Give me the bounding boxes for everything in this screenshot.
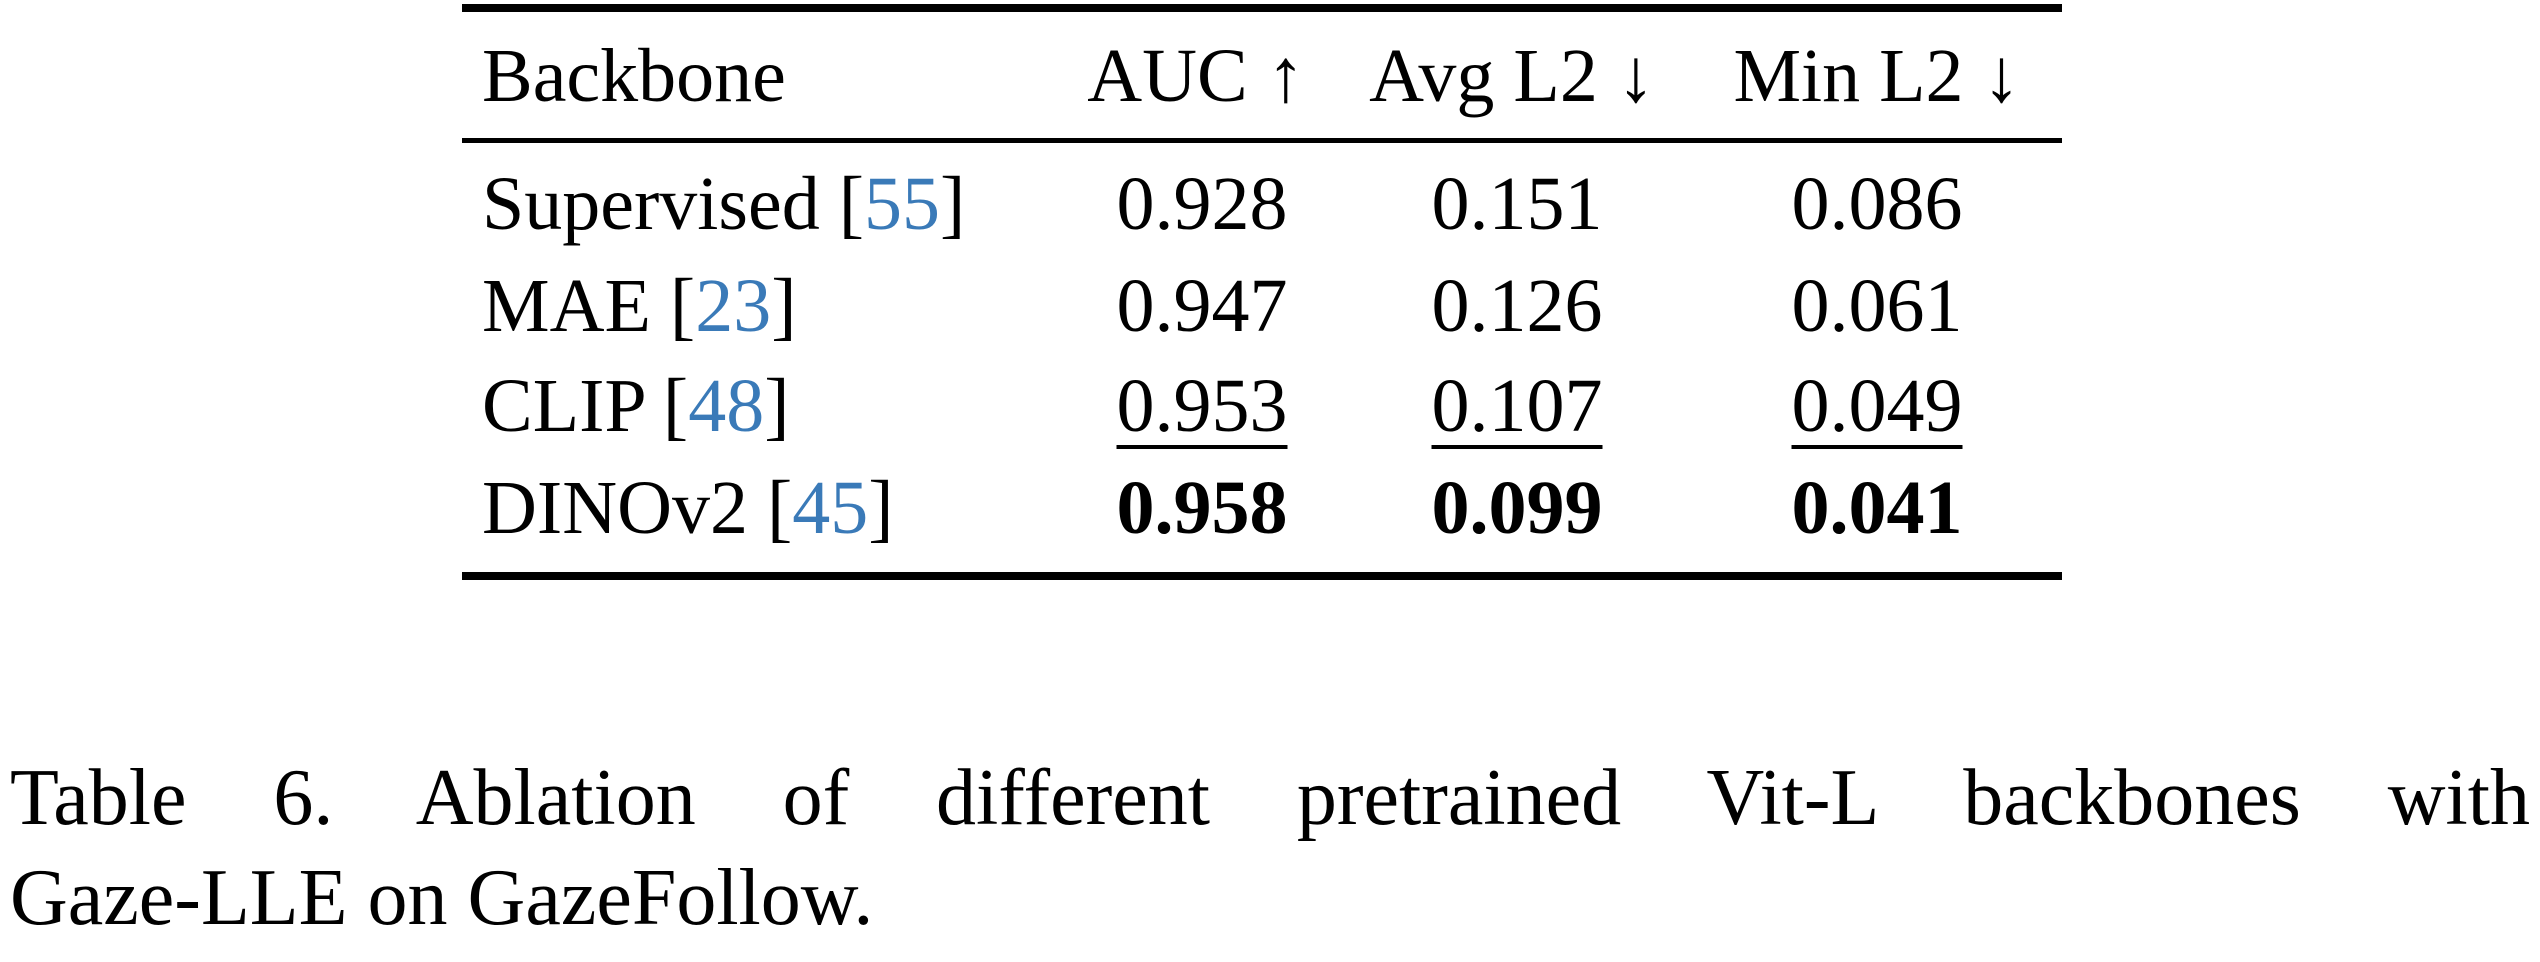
- backbone-cell: CLIP [48]: [482, 364, 790, 448]
- table-row: MAE [23] 0.947 0.126 0.061: [462, 256, 2062, 356]
- backbone-name: Supervised: [482, 162, 820, 246]
- header-min-l2: Min L2 ↓: [1733, 34, 2021, 118]
- citation-link[interactable]: 45: [792, 466, 869, 550]
- avg-l2-value: 0.151: [1431, 162, 1603, 246]
- min-l2-value: 0.086: [1791, 162, 1963, 246]
- backbone-name: DINOv2: [482, 466, 748, 550]
- backbone-name: CLIP: [482, 364, 644, 448]
- auc-value: 0.947: [1116, 264, 1288, 348]
- citation-link[interactable]: 55: [864, 162, 941, 246]
- min-l2-best-value: 0.041: [1791, 466, 1963, 550]
- table-row: Supervised [55] 0.928 0.151 0.086: [462, 154, 2062, 254]
- table-header-rule: [462, 138, 2062, 143]
- avg-l2-value: 0.126: [1431, 264, 1603, 348]
- backbone-cell: DINOv2 [45]: [482, 466, 894, 550]
- table-caption: Table 6. Ablation of different pretraine…: [10, 748, 2530, 948]
- table-row: DINOv2 [45] 0.958 0.099 0.041: [462, 458, 2062, 558]
- backbone-cell: MAE [23]: [482, 264, 797, 348]
- citation-link[interactable]: 48: [688, 364, 765, 448]
- citation-link[interactable]: 23: [695, 264, 772, 348]
- backbone-name: MAE: [482, 264, 651, 348]
- backbone-cell: Supervised [55]: [482, 162, 966, 246]
- avg-l2-best-value: 0.099: [1431, 466, 1603, 550]
- table-row: CLIP [48] 0.953 0.107 0.049: [462, 356, 2062, 456]
- header-avg-l2: Avg L2 ↓: [1369, 34, 1655, 118]
- header-backbone: Backbone: [482, 34, 786, 118]
- min-l2-value: 0.049: [1707, 356, 2047, 456]
- auc-best-value: 0.958: [1116, 466, 1288, 550]
- table-bottom-rule: [462, 572, 2062, 580]
- avg-l2-value: 0.107: [1352, 356, 1682, 456]
- caption-line-1: Table 6. Ablation of different pretraine…: [10, 754, 2530, 842]
- auc-second-best: 0.953: [1116, 364, 1288, 448]
- min-l2-value: 0.061: [1791, 264, 1963, 348]
- auc-value: 0.953: [1072, 356, 1332, 456]
- table-header-row: Backbone AUC ↑ Avg L2 ↓ Min L2 ↓: [462, 26, 2062, 126]
- min-l2-second-best: 0.049: [1791, 364, 1963, 448]
- table-top-rule: [462, 4, 2062, 12]
- auc-value: 0.928: [1116, 162, 1288, 246]
- header-auc: AUC ↑: [1087, 34, 1305, 118]
- avg-l2-second-best: 0.107: [1431, 364, 1603, 448]
- caption-line-2: Gaze-LLE on GazeFollow.: [10, 854, 874, 942]
